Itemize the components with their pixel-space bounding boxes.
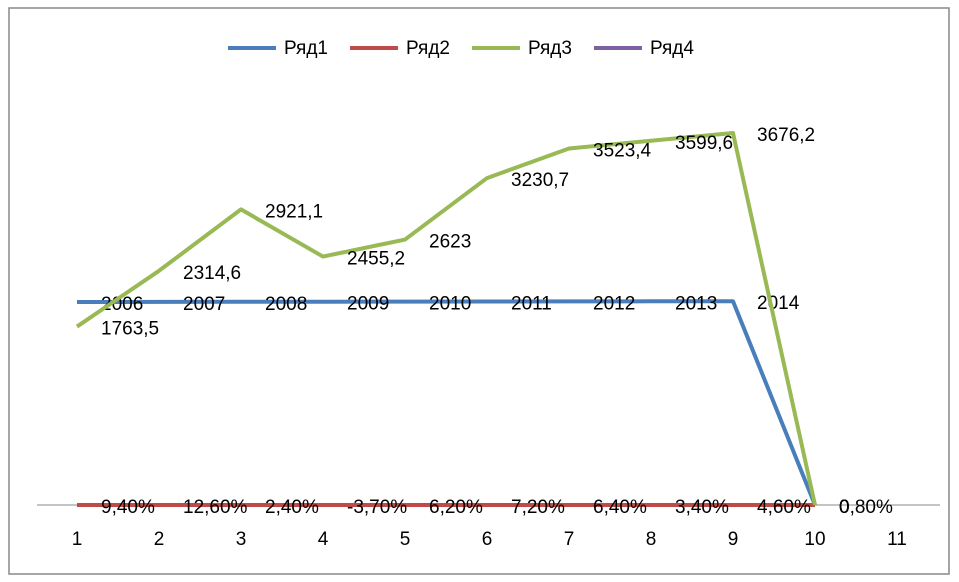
data-label: 2006	[101, 294, 143, 315]
data-label: 6,40%	[593, 497, 647, 518]
data-label: 2623	[429, 232, 471, 253]
data-label: 2011	[511, 294, 552, 315]
data-label: 2008	[265, 294, 307, 315]
data-label: 2012	[593, 293, 635, 314]
data-label: 2013	[675, 293, 717, 314]
x-tick-label: 6	[482, 529, 493, 550]
data-label: 3599,6	[675, 133, 733, 154]
data-label: 3,40%	[675, 497, 729, 518]
data-label: 2010	[429, 294, 471, 315]
legend-label: Ряд2	[406, 38, 450, 59]
data-label: 3230,7	[511, 170, 569, 191]
chart-frame	[8, 7, 950, 575]
data-label: 2007	[183, 294, 225, 315]
data-label: 0,80%	[839, 497, 893, 518]
x-tick-label: 9	[728, 529, 739, 550]
x-tick-label: 1	[72, 529, 83, 550]
series-line	[76, 299, 817, 506]
data-label: 0	[839, 497, 850, 518]
x-tick-label: 10	[804, 529, 825, 550]
data-label: -3,70%	[347, 497, 407, 518]
x-tick-label: 4	[318, 529, 329, 550]
data-label: 9,40%	[101, 497, 155, 518]
data-label: 2921,1	[265, 201, 323, 222]
data-label: 2455,2	[347, 249, 405, 270]
data-label: 3523,4	[593, 140, 652, 161]
x-tick-label: 8	[646, 529, 657, 550]
data-label: 6,20%	[429, 497, 483, 518]
data-label: 2014	[757, 293, 800, 314]
data-label: 0	[839, 497, 850, 518]
data-label: 12,60%	[183, 497, 248, 518]
data-label: 7,20%	[511, 497, 565, 518]
data-label: 3676,2	[757, 125, 815, 146]
data-label: 4,60%	[757, 497, 811, 518]
series-line	[75, 131, 817, 506]
x-tick-label: 2	[154, 529, 165, 550]
x-tick-label: 5	[400, 529, 411, 550]
legend-label: Ряд3	[528, 38, 572, 59]
data-label: 2314,6	[183, 263, 241, 284]
legend-label: Ряд4	[650, 38, 694, 59]
x-tick-label: 7	[564, 529, 575, 550]
x-tick-label: 3	[236, 529, 247, 550]
x-tick-label: 11	[887, 529, 907, 550]
data-label: 2,40%	[265, 497, 319, 518]
data-label: 2009	[347, 294, 389, 315]
legend-label: Ряд1	[284, 38, 328, 59]
data-label: 1763,5	[101, 319, 159, 340]
